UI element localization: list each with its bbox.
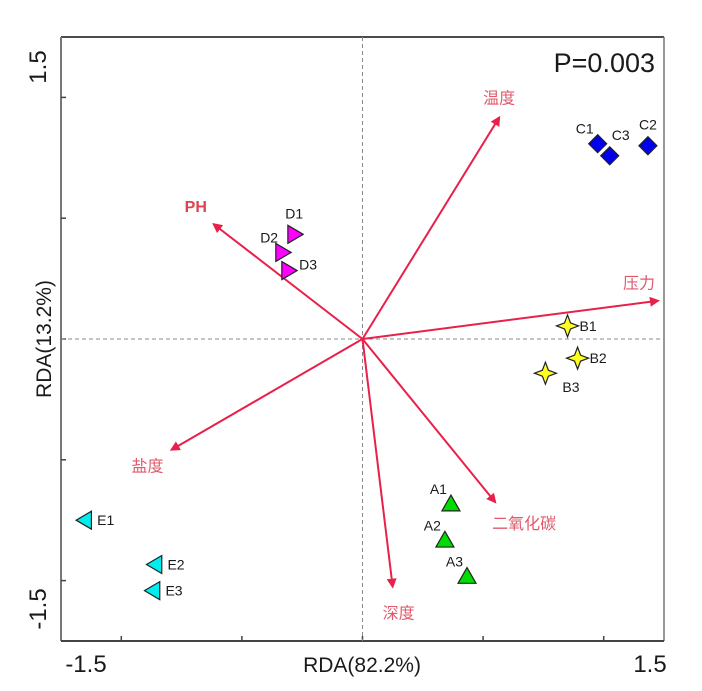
env-vector-label: 温度 <box>483 89 515 108</box>
data-point-marker <box>434 530 455 548</box>
data-point-marker <box>554 313 581 339</box>
data-point-marker <box>532 360 559 386</box>
data-point-marker <box>275 242 293 263</box>
data-point-label: C1 <box>576 121 594 137</box>
env-vector-label: 盐度 <box>132 457 164 476</box>
env-vector-arrow <box>212 223 364 340</box>
data-point-marker <box>599 145 620 166</box>
env-vector-label: 深度 <box>383 604 415 623</box>
data-point-label: D1 <box>285 205 303 221</box>
data-point-label: B3 <box>562 379 579 395</box>
y-axis-title: RDA(13.2%) <box>33 280 56 398</box>
data-point-marker <box>564 345 591 371</box>
data-point-marker <box>287 224 305 245</box>
data-point-marker <box>638 135 658 156</box>
data-point-label: D3 <box>299 257 317 273</box>
x-axis-title: RDA(82.2%) <box>303 654 421 677</box>
env-vector-label: 压力 <box>623 274 655 293</box>
env-vector-arrow <box>169 338 364 451</box>
data-point-label: C3 <box>612 127 630 143</box>
env-vector-arrow <box>362 296 660 340</box>
data-point-marker <box>587 133 608 154</box>
data-point-marker <box>440 493 461 512</box>
data-point-marker <box>145 554 163 575</box>
data-point-label: A3 <box>446 554 463 570</box>
data-point-label: D2 <box>260 229 278 245</box>
env-vector-arrow <box>361 338 397 589</box>
x-tick-label: -1.5 <box>65 651 106 678</box>
data-point-label: B1 <box>580 318 597 334</box>
env-vector-label: 二氧化碳 <box>492 514 556 533</box>
p-value-annotation: P=0.003 <box>554 48 655 78</box>
env-vector-arrow <box>361 338 497 504</box>
env-vector-arrow <box>361 115 501 340</box>
x-tick-label: 1.5 <box>633 651 666 678</box>
data-point-label: E2 <box>167 556 184 572</box>
data-point-marker <box>143 580 161 601</box>
data-point-label: E1 <box>97 512 114 528</box>
env-vector-label: PH <box>185 199 207 216</box>
data-point-marker <box>456 566 478 584</box>
data-point-marker <box>281 260 299 281</box>
y-tick-label: -1.5 <box>25 588 52 629</box>
data-point-label: A1 <box>430 481 447 497</box>
data-point-label: E3 <box>165 583 182 599</box>
data-point-label: A2 <box>424 517 441 533</box>
data-point-label: B2 <box>590 350 607 366</box>
y-tick-label: 1.5 <box>25 50 52 83</box>
data-point-label: C2 <box>639 117 657 133</box>
data-point-marker <box>74 510 93 531</box>
